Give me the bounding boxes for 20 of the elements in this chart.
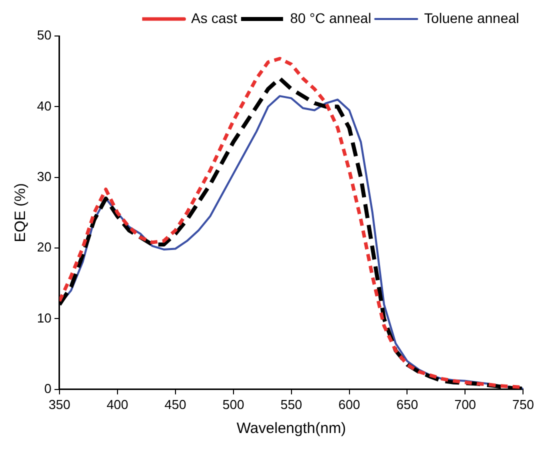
x-tick-label: 650	[396, 396, 418, 412]
y-tick-label: 50	[36, 28, 52, 43]
x-tick-label: 750	[512, 396, 534, 412]
x-tick-label: 400	[106, 396, 128, 412]
legend-label: Toluene anneal	[424, 10, 520, 26]
y-tick-label: 10	[36, 310, 52, 326]
x-tick-label: 500	[222, 396, 244, 412]
legend-label: 80 °C anneal	[290, 10, 372, 26]
y-tick-label: 40	[36, 98, 52, 114]
y-tick-label: 30	[36, 168, 52, 184]
y-axis-title: EQE (%)	[12, 183, 30, 242]
x-tick-label: 450	[164, 396, 186, 412]
x-tick-label: 550	[280, 396, 302, 412]
x-tick-label: 350	[48, 396, 70, 412]
x-tick-label: 600	[338, 396, 360, 412]
y-tick-label: 20	[36, 240, 52, 255]
legend-label: As cast	[191, 10, 238, 26]
x-axis-title: Wavelength(nm)	[236, 420, 346, 438]
y-tick-label: 0	[44, 380, 52, 396]
x-tick-label: 700	[454, 396, 476, 412]
